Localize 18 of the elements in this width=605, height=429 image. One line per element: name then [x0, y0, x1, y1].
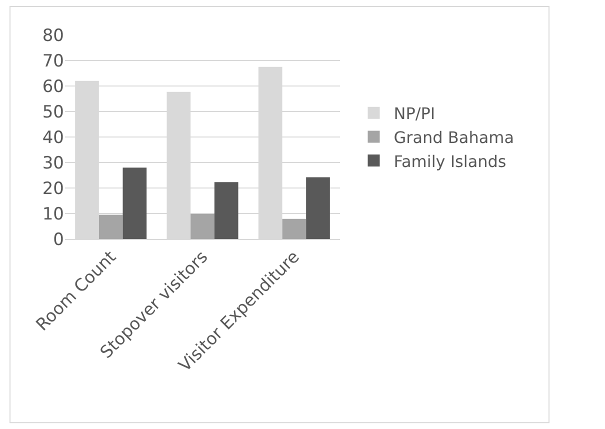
bar: [122, 168, 147, 239]
bar: [98, 214, 123, 239]
y-tick-label: 0: [53, 230, 64, 250]
bar: [190, 214, 214, 239]
y-tick-label: 30: [42, 153, 64, 174]
bar: [282, 218, 306, 239]
y-tick-label: 40: [42, 128, 64, 148]
y-tick-label: 80: [42, 26, 64, 46]
y-tick-label: 70: [42, 51, 64, 72]
bar: [214, 182, 238, 239]
legend-label: NP/PI: [394, 104, 436, 124]
legend-label: Grand Bahama: [394, 128, 514, 147]
y-tick-label: 60: [42, 76, 64, 97]
y-tick-label: 10: [42, 204, 64, 224]
y-tick-label: 20: [42, 178, 64, 199]
bar: [306, 177, 330, 239]
y-tick-label: 50: [42, 102, 64, 122]
legend-label: Family Islands: [394, 152, 506, 171]
